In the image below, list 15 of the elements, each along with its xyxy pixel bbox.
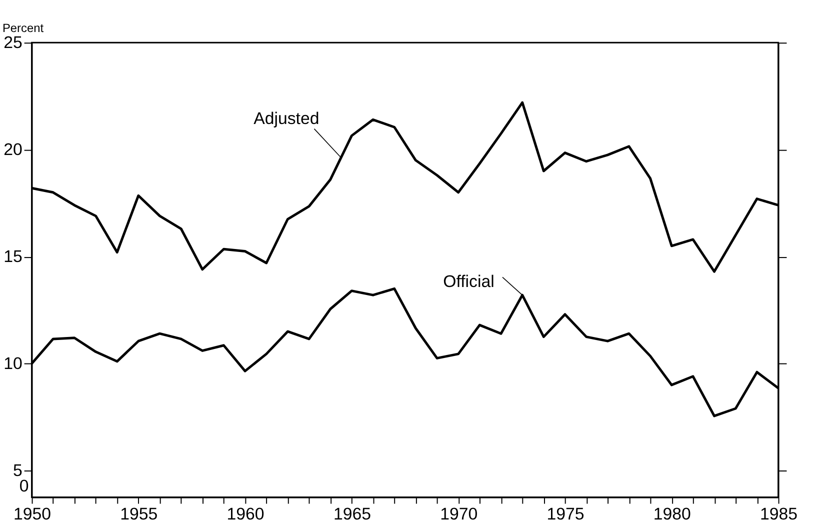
legend-label: Official [443,272,494,292]
series-label: Adjusted [254,108,320,128]
x-tick-label: 1955 [120,504,158,523]
y-axis-title: Percent [2,21,44,36]
x-tick-label: 1975 [546,504,584,523]
x-tick-label: 1970 [440,504,478,523]
x-tick-label: 1965 [333,504,371,523]
x-tick-label: 1950 [14,504,52,523]
x-tick-label: 1980 [653,504,691,523]
x-tick-label: 1960 [226,504,264,523]
y-tick-label: 25 [4,33,22,52]
x-tick-label: 1985 [760,504,798,523]
y-tick-label: 10 [4,354,22,374]
y-tick-label: 15 [4,247,22,266]
y-tick-label: 20 [4,140,22,160]
